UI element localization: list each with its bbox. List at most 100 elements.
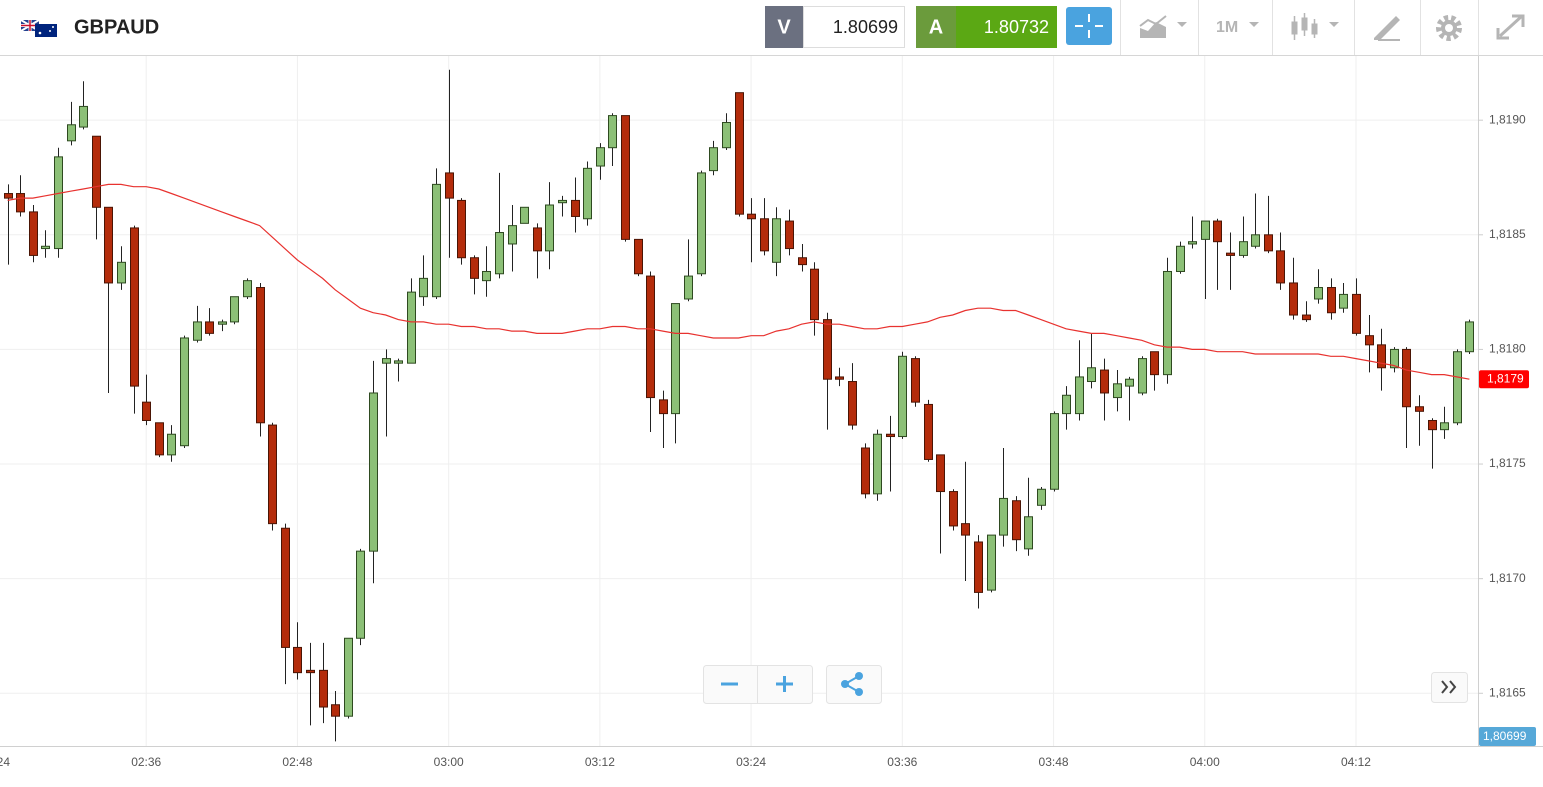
candle-body bbox=[684, 275, 693, 300]
candle-body bbox=[1163, 270, 1172, 376]
candle-body bbox=[205, 321, 214, 334]
toolbar-separators bbox=[1120, 0, 1479, 55]
candle-body bbox=[772, 218, 781, 263]
ma-label: 1,8179 bbox=[1487, 371, 1524, 385]
candle-body bbox=[1176, 245, 1185, 272]
candle-body bbox=[1276, 250, 1285, 284]
crosshair-button[interactable] bbox=[1066, 7, 1112, 45]
settings-button[interactable] bbox=[1436, 15, 1462, 41]
fullscreen-button[interactable] bbox=[1496, 14, 1525, 40]
candle-body bbox=[608, 115, 617, 149]
chart-type-button[interactable] bbox=[1139, 15, 1187, 38]
candle-body bbox=[1138, 358, 1147, 394]
x-tick-label: 02:24 bbox=[0, 755, 10, 769]
y-tick-label: 1,8170 bbox=[1489, 571, 1526, 585]
zoom-in[interactable] bbox=[776, 676, 793, 692]
candle-body bbox=[356, 550, 365, 639]
draw-tool-button[interactable] bbox=[1374, 16, 1400, 41]
candle-body bbox=[167, 433, 176, 456]
candle-body bbox=[1012, 500, 1021, 541]
candle-body bbox=[16, 193, 25, 213]
x-tick-label: 04:00 bbox=[1190, 755, 1220, 769]
x-axis: 02:24 02:36 02:48 03:00 03:12 03:24 03:36 03:48… bbox=[0, 755, 1371, 769]
candle-body bbox=[92, 135, 101, 208]
candle-body bbox=[1289, 282, 1298, 316]
candle-body bbox=[1062, 394, 1071, 415]
candle-body bbox=[495, 232, 504, 275]
share-button[interactable] bbox=[826, 665, 882, 704]
candle-body bbox=[382, 358, 391, 364]
x-tick-label: 02:36 bbox=[131, 755, 161, 769]
scroll-right-button[interactable] bbox=[1431, 672, 1468, 703]
candle-body bbox=[835, 376, 844, 380]
candle-body bbox=[1251, 234, 1260, 247]
candle-body bbox=[1113, 383, 1122, 399]
sell-letter[interactable]: V bbox=[777, 16, 791, 38]
buy-button[interactable]: A 1.80732 bbox=[916, 6, 1057, 48]
sell-price-box[interactable] bbox=[803, 6, 905, 48]
candle-body bbox=[1415, 406, 1424, 412]
buy-letter[interactable]: A bbox=[929, 16, 943, 38]
candle-body bbox=[1087, 367, 1096, 383]
candle-body bbox=[999, 497, 1008, 536]
share-icon[interactable] bbox=[841, 672, 863, 696]
buy-letter-box[interactable] bbox=[916, 6, 956, 48]
candle-body bbox=[1226, 252, 1235, 256]
candle-body bbox=[987, 534, 996, 591]
timeframe-button[interactable]: 1M bbox=[1216, 19, 1259, 36]
candle-body bbox=[1024, 516, 1033, 550]
candle-body bbox=[67, 124, 76, 142]
candle-body bbox=[54, 156, 63, 250]
x-tick-label: 03:00 bbox=[434, 755, 464, 769]
candle-body bbox=[1453, 351, 1462, 424]
candle-body bbox=[293, 646, 302, 674]
candle-body bbox=[1339, 293, 1348, 309]
candle-body bbox=[180, 337, 189, 447]
candle-body bbox=[394, 360, 403, 364]
price-label-box bbox=[1479, 727, 1536, 746]
flag bbox=[20, 19, 57, 37]
candle-body bbox=[1327, 287, 1336, 314]
y-tick-label: 1,8185 bbox=[1489, 227, 1526, 241]
y-tick-label: 1,8180 bbox=[1489, 342, 1526, 356]
candle-body bbox=[1365, 335, 1374, 346]
sell-price[interactable]: 1.80699 bbox=[833, 17, 898, 37]
candle-body bbox=[369, 392, 378, 552]
x-tick-label: 03:12 bbox=[585, 755, 615, 769]
candle-body bbox=[29, 211, 38, 256]
sell-letter-box[interactable] bbox=[765, 6, 803, 48]
zoom-controls bbox=[703, 665, 1468, 704]
candle-body bbox=[4, 193, 13, 199]
price-label: 1,80699 bbox=[1483, 729, 1527, 743]
sell-button[interactable]: V 1.80699 bbox=[765, 6, 905, 48]
candle-body bbox=[545, 204, 554, 252]
scroll-right-icon[interactable] bbox=[1441, 680, 1457, 694]
candle-body bbox=[924, 403, 933, 460]
y-tick-label: 1,8175 bbox=[1489, 456, 1526, 470]
symbol: GBPAUD bbox=[74, 16, 159, 38]
candle-body bbox=[747, 213, 756, 220]
moving-average bbox=[7, 183, 1470, 380]
timeframe[interactable]: 1M bbox=[1216, 19, 1238, 36]
buy-price-box[interactable] bbox=[956, 6, 1057, 48]
candle-body bbox=[256, 287, 265, 424]
candle-body bbox=[848, 381, 857, 426]
candle-body bbox=[936, 454, 945, 493]
y-tick-label: 1,8165 bbox=[1489, 685, 1526, 699]
candle-body bbox=[1213, 220, 1222, 243]
candle-body bbox=[432, 183, 441, 298]
candle-body bbox=[735, 92, 744, 215]
candle-body bbox=[193, 321, 202, 341]
candle-body bbox=[722, 121, 731, 149]
candle-body bbox=[1352, 293, 1361, 334]
candle-body bbox=[646, 275, 655, 399]
candle-style-button[interactable] bbox=[1291, 13, 1339, 40]
candle-body bbox=[268, 424, 277, 525]
candle-body bbox=[243, 280, 252, 298]
candle-body bbox=[1465, 321, 1474, 353]
candle-body bbox=[886, 433, 895, 438]
candle-body bbox=[810, 268, 819, 321]
buy-price[interactable]: 1.80732 bbox=[984, 17, 1049, 37]
candle-body bbox=[1125, 378, 1134, 387]
